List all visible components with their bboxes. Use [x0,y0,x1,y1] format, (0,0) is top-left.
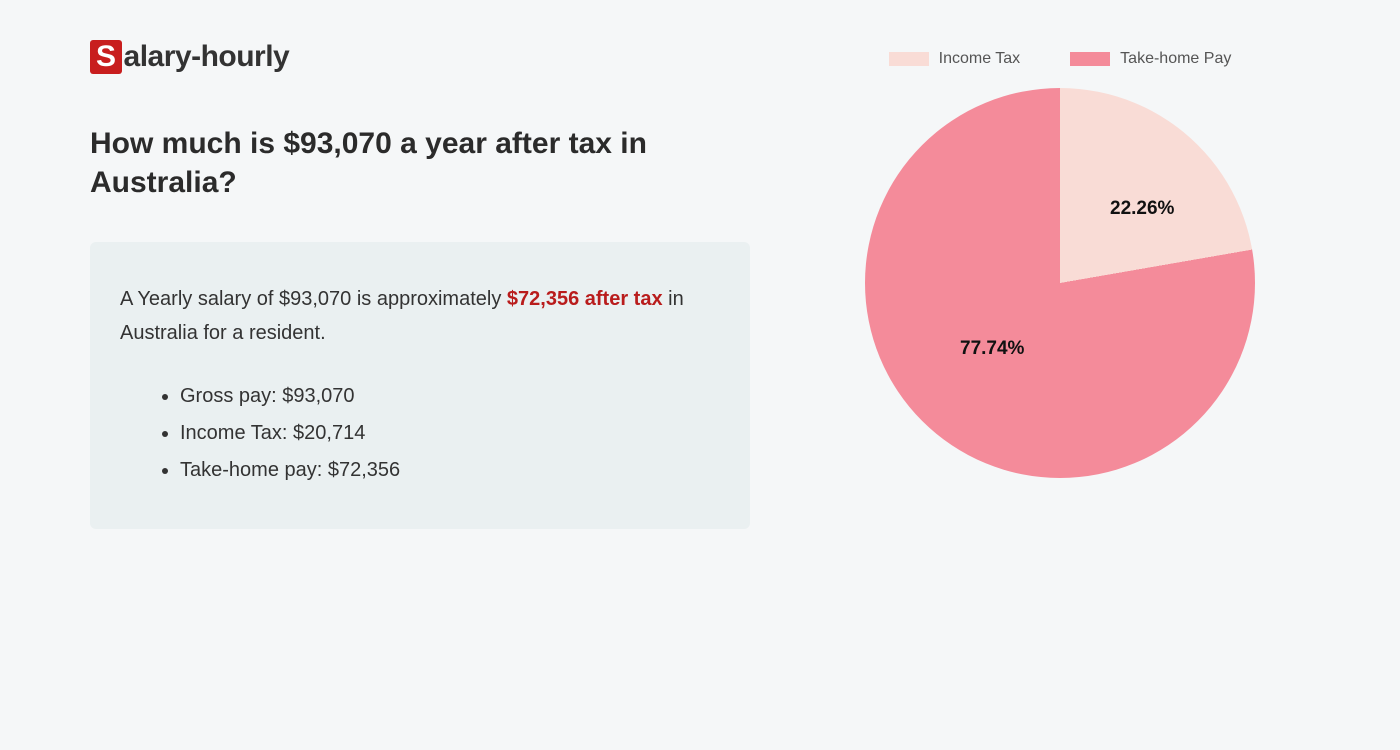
pie-slice-label: 77.74% [960,338,1024,360]
summary-text: A Yearly salary of $93,070 is approximat… [120,282,720,350]
site-logo: Salary-hourly [90,40,750,74]
legend-swatch [1070,52,1110,66]
logo-s-box: S [90,40,122,74]
pie-circle [865,88,1255,478]
right-column: Income Tax Take-home Pay 22.26% 77.74% [810,40,1310,529]
summary-box: A Yearly salary of $93,070 is approximat… [90,242,750,529]
page-container: Salary-hourly How much is $93,070 a year… [0,0,1400,569]
legend-swatch [889,52,929,66]
list-item: Income Tax: $20,714 [180,415,720,452]
legend-item-take-home: Take-home Pay [1070,50,1231,68]
pie-chart: 22.26% 77.74% [865,88,1255,478]
page-title: How much is $93,070 a year after tax in … [90,124,750,202]
list-item: Take-home pay: $72,356 [180,452,720,489]
chart-legend: Income Tax Take-home Pay [810,50,1310,68]
summary-list: Gross pay: $93,070 Income Tax: $20,714 T… [120,378,720,489]
legend-label: Take-home Pay [1120,50,1231,68]
legend-label: Income Tax [939,50,1021,68]
list-item: Gross pay: $93,070 [180,378,720,415]
legend-item-income-tax: Income Tax [889,50,1021,68]
summary-highlight: $72,356 after tax [507,288,663,310]
left-column: Salary-hourly How much is $93,070 a year… [90,40,750,529]
summary-prefix: A Yearly salary of $93,070 is approximat… [120,288,507,310]
logo-text: alary-hourly [124,40,290,74]
pie-slice-label: 22.26% [1110,198,1174,220]
